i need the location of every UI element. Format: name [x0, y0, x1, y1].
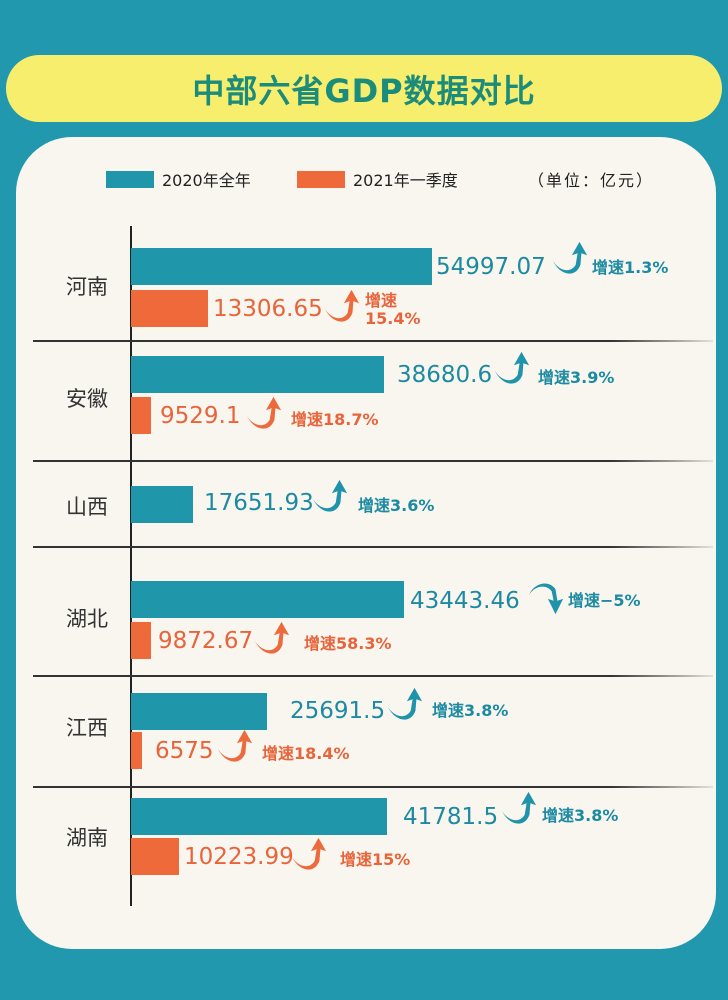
- growth-2020: 增速3.9%: [538, 368, 615, 387]
- arrow-up-icon: [493, 350, 531, 388]
- legend-swatch-orange: [297, 170, 345, 188]
- legend-label-2020: 2020年全年: [162, 171, 251, 190]
- bar-2020: [131, 356, 384, 393]
- row-separator: [33, 786, 713, 788]
- bar-2020: [131, 798, 387, 835]
- bar-2020: [131, 486, 193, 523]
- legend-swatch-teal: [106, 170, 154, 188]
- province-label: 湖北: [66, 607, 108, 631]
- province-label: 安徽: [66, 387, 108, 411]
- legend-item-2020: 2020年全年: [106, 167, 251, 191]
- value-2020: 38680.6: [397, 362, 493, 388]
- arrow-up-icon: [245, 395, 283, 433]
- bar-2021q1: [131, 290, 208, 327]
- province-label: 河南: [66, 275, 108, 299]
- growth-2020: 增速3.8%: [432, 701, 509, 720]
- value-2021q1: 10223.99: [184, 844, 294, 870]
- legend-item-2021q1: 2021年一季度: [297, 167, 458, 191]
- province-label: 湖南: [66, 826, 108, 850]
- arrow-up-icon: [253, 620, 291, 658]
- value-2020: 25691.5: [290, 698, 386, 724]
- growth-2020: 增速3.8%: [542, 806, 619, 825]
- province-label: 江西: [66, 716, 108, 740]
- value-2021q1: 9872.67: [158, 628, 254, 654]
- arrow-up-icon: [290, 836, 328, 874]
- arrow-up-icon: [500, 790, 538, 828]
- arrow-up-icon: [323, 288, 361, 326]
- arrow-up-icon: [311, 478, 349, 516]
- province-label: 山西: [66, 495, 108, 519]
- row-separator: [33, 546, 713, 548]
- value-2021q1: 9529.1: [160, 403, 241, 429]
- row-separator: [33, 340, 713, 342]
- arrow-up-icon: [216, 728, 254, 766]
- growth-2020: 增速−5%: [568, 591, 641, 610]
- row-separator: [33, 675, 713, 677]
- bar-2020: [131, 581, 404, 618]
- value-2020: 43443.46: [410, 588, 520, 614]
- value-2020: 41781.5: [403, 804, 499, 830]
- growth-2021q1: 增速18.7%: [291, 410, 379, 429]
- growth-2021q1: 增速15%: [340, 850, 411, 869]
- growth-2021q1: 增速18.4%: [262, 744, 350, 763]
- growth-2021q1-line1: 增速: [365, 291, 398, 310]
- legend-label-2021q1: 2021年一季度: [353, 171, 458, 190]
- growth-2021q1: 增速58.3%: [304, 634, 392, 653]
- arrow-down-icon: [527, 578, 565, 616]
- growth-2021q1-line2: 15.4%: [365, 309, 421, 328]
- title-banner: 中部六省GDP数据对比: [6, 55, 722, 122]
- bar-2020: [131, 693, 267, 730]
- bar-2021q1: [131, 397, 151, 434]
- value-2021q1: 13306.65: [213, 296, 323, 322]
- bar-2021q1: [131, 622, 151, 659]
- chart-title: 中部六省GDP数据对比: [192, 71, 536, 110]
- arrow-up-icon: [386, 686, 424, 724]
- value-2021q1: 6575: [155, 738, 214, 764]
- bar-2020: [131, 248, 432, 285]
- value-2020: 17651.93: [204, 490, 314, 516]
- growth-2020: 增速1.3%: [592, 258, 669, 277]
- unit-label: （单位：亿元）: [528, 171, 655, 190]
- growth-2020: 增速3.6%: [358, 496, 435, 515]
- y-axis-line: [130, 226, 132, 906]
- arrow-up-icon: [551, 240, 589, 278]
- bar-2021q1: [131, 732, 142, 769]
- value-2020: 54997.07: [436, 254, 546, 280]
- legend: 2020年全年 2021年一季度 （单位：亿元）: [0, 167, 728, 190]
- row-separator: [33, 460, 713, 462]
- bar-2021q1: [131, 838, 179, 875]
